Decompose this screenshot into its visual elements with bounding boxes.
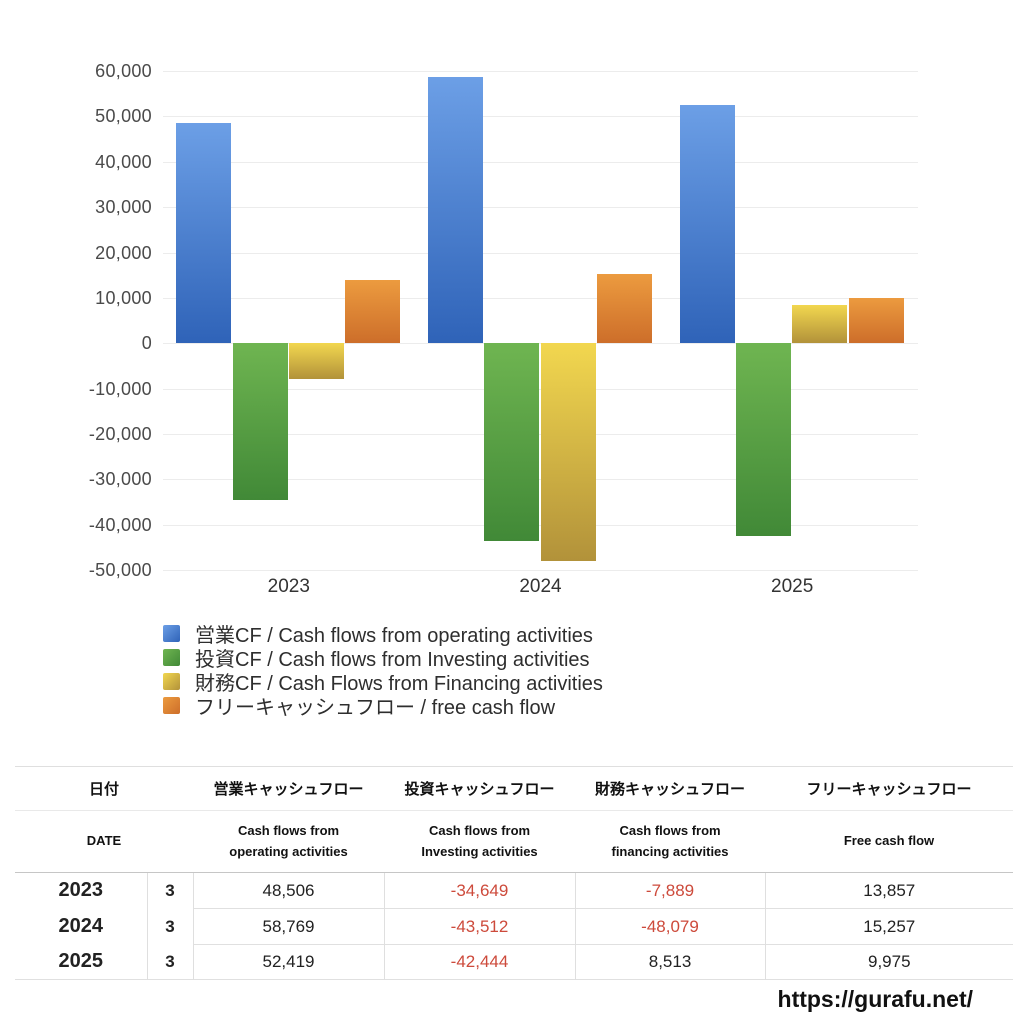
legend-label-investing-cf: 投資CF / Cash flows from Investing activit… bbox=[195, 648, 590, 671]
col-header-investing-jp: 投資キャッシュフロー bbox=[384, 766, 576, 811]
y-axis-tick-label: 40,000 bbox=[95, 151, 152, 172]
bar-2024-series-2 bbox=[540, 343, 596, 562]
table-row-2025: 2025 3 52,419 -42,444 8,513 9,975 bbox=[15, 944, 1014, 980]
cell-fcf: 9,975 bbox=[765, 944, 1014, 980]
y-axis-tick-label: -50,000 bbox=[88, 560, 152, 580]
col-header-date-jp: 日付 bbox=[15, 766, 194, 811]
cell-financing: -7,889 bbox=[575, 872, 766, 909]
y-axis-tick-label: -20,000 bbox=[88, 423, 152, 444]
x-axis-category-label: 2025 bbox=[771, 576, 814, 597]
bar-2025-series-0 bbox=[679, 105, 735, 344]
col-header-date-en: DATE bbox=[15, 810, 194, 873]
legend-swatch-green-icon bbox=[163, 648, 180, 666]
y-axis-tick-label: -40,000 bbox=[88, 514, 152, 535]
cell-financing: -48,079 bbox=[575, 908, 766, 945]
table-row-2024: 2024 3 58,769 -43,512 -48,079 15,257 bbox=[15, 908, 1014, 945]
bar-2023-series-1 bbox=[232, 343, 288, 501]
cell-investing: -43,512 bbox=[384, 908, 576, 945]
legend-label-operating-cf: 営業CF / Cash flows from operating activit… bbox=[195, 624, 593, 647]
legend-item-financing-cf: 財務CF / Cash Flows from Financing activit… bbox=[163, 669, 603, 695]
y-axis-tick-label: 60,000 bbox=[95, 61, 152, 81]
cash-flow-bar-chart: 60,000 50,000 40,000 30,000 20,000 10,000 0 -10… bbox=[88, 61, 918, 597]
gridline bbox=[163, 570, 918, 571]
col-header-operating-jp: 営業キャッシュフロー bbox=[193, 766, 385, 811]
chart-legend: 営業CF / Cash flows from operating activit… bbox=[163, 621, 603, 719]
cell-operating: 52,419 bbox=[193, 944, 385, 980]
cell-investing: -42,444 bbox=[384, 944, 576, 980]
x-axis-category-label: 2024 bbox=[519, 576, 562, 597]
cell-month: 3 bbox=[147, 908, 194, 945]
cell-investing: -34,649 bbox=[384, 872, 576, 909]
table-header-row-japanese: 日付 営業キャッシュフロー 投資キャッシュフロー 財務キャッシュフロー フリーキ… bbox=[15, 766, 1014, 811]
y-axis-tick-label: 30,000 bbox=[95, 197, 152, 218]
bar-2025-series-3 bbox=[848, 297, 904, 344]
bar-2023-series-3 bbox=[345, 280, 401, 344]
col-header-investing-en: Cash flows from Investing activities bbox=[384, 810, 576, 873]
col-header-financing-jp: 財務キャッシュフロー bbox=[575, 766, 766, 811]
legend-item-free-cash-flow: フリーキャッシュフロー / free cash flow bbox=[163, 693, 603, 719]
gridline bbox=[163, 252, 918, 254]
legend-label-free-cash-flow: フリーキャッシュフロー / free cash flow bbox=[195, 696, 556, 719]
cash-flow-data-table: 日付 営業キャッシュフロー 投資キャッシュフロー 財務キャッシュフロー フリーキ… bbox=[15, 766, 1014, 980]
x-axis-category-label: 2023 bbox=[267, 576, 310, 597]
cell-month: 3 bbox=[147, 944, 194, 980]
cell-fcf: 15,257 bbox=[765, 908, 1014, 945]
cell-operating: 58,769 bbox=[193, 908, 385, 945]
gridline bbox=[163, 116, 918, 118]
cell-year: 2025 bbox=[15, 944, 148, 980]
cell-year: 2023 bbox=[15, 872, 148, 909]
y-axis-tick-label: 20,000 bbox=[95, 242, 152, 263]
table-row-2023: 2023 3 48,506 -34,649 -7,889 13,857 bbox=[15, 872, 1013, 909]
cell-month: 3 bbox=[147, 872, 194, 909]
legend-swatch-yellow-icon bbox=[163, 672, 180, 690]
cell-year: 2024 bbox=[15, 908, 148, 945]
y-axis-tick-label: 50,000 bbox=[95, 106, 152, 127]
cell-operating: 48,506 bbox=[193, 872, 385, 909]
legend-swatch-blue-icon bbox=[163, 624, 180, 642]
bar-2023-series-0 bbox=[176, 123, 232, 344]
bar-2025-series-2 bbox=[792, 304, 848, 344]
bar-2024-series-3 bbox=[596, 274, 653, 344]
legend-label-financing-cf: 財務CF / Cash Flows from Financing activit… bbox=[195, 672, 603, 695]
col-header-operating-en: Cash flows from operating activities bbox=[193, 810, 385, 873]
bar-2025-series-1 bbox=[735, 343, 792, 536]
col-header-financing-en: Cash flows from financing activities bbox=[575, 810, 766, 873]
y-axis-tick-label: -30,000 bbox=[88, 469, 152, 490]
bar-2023-series-2 bbox=[288, 343, 345, 379]
col-header-fcf-jp: フリーキャッシュフロー bbox=[765, 766, 1014, 811]
gridline bbox=[163, 297, 918, 299]
gridline bbox=[163, 207, 918, 209]
legend-swatch-orange-icon bbox=[163, 696, 180, 714]
bar-2024-series-0 bbox=[427, 76, 484, 344]
cell-fcf: 13,857 bbox=[863, 880, 916, 900]
gridline bbox=[163, 71, 918, 72]
legend-item-operating-cf: 営業CF / Cash flows from operating activit… bbox=[163, 621, 603, 647]
gridline bbox=[163, 161, 918, 163]
bar-2024-series-1 bbox=[484, 343, 540, 541]
table-header-row-english: DATE Cash flows from operating activitie… bbox=[15, 810, 1014, 873]
y-axis-tick-label: 0 bbox=[141, 333, 152, 354]
site-url-watermark: https://gurafu.net/ bbox=[777, 986, 973, 1012]
y-axis-tick-label: 10,000 bbox=[95, 287, 152, 308]
col-header-fcf-en: Free cash flow bbox=[765, 810, 1014, 873]
legend-item-investing-cf: 投資CF / Cash flows from Investing activit… bbox=[163, 645, 603, 671]
y-axis-tick-label: -10,000 bbox=[88, 378, 152, 399]
cell-financing: 8,513 bbox=[575, 944, 766, 980]
